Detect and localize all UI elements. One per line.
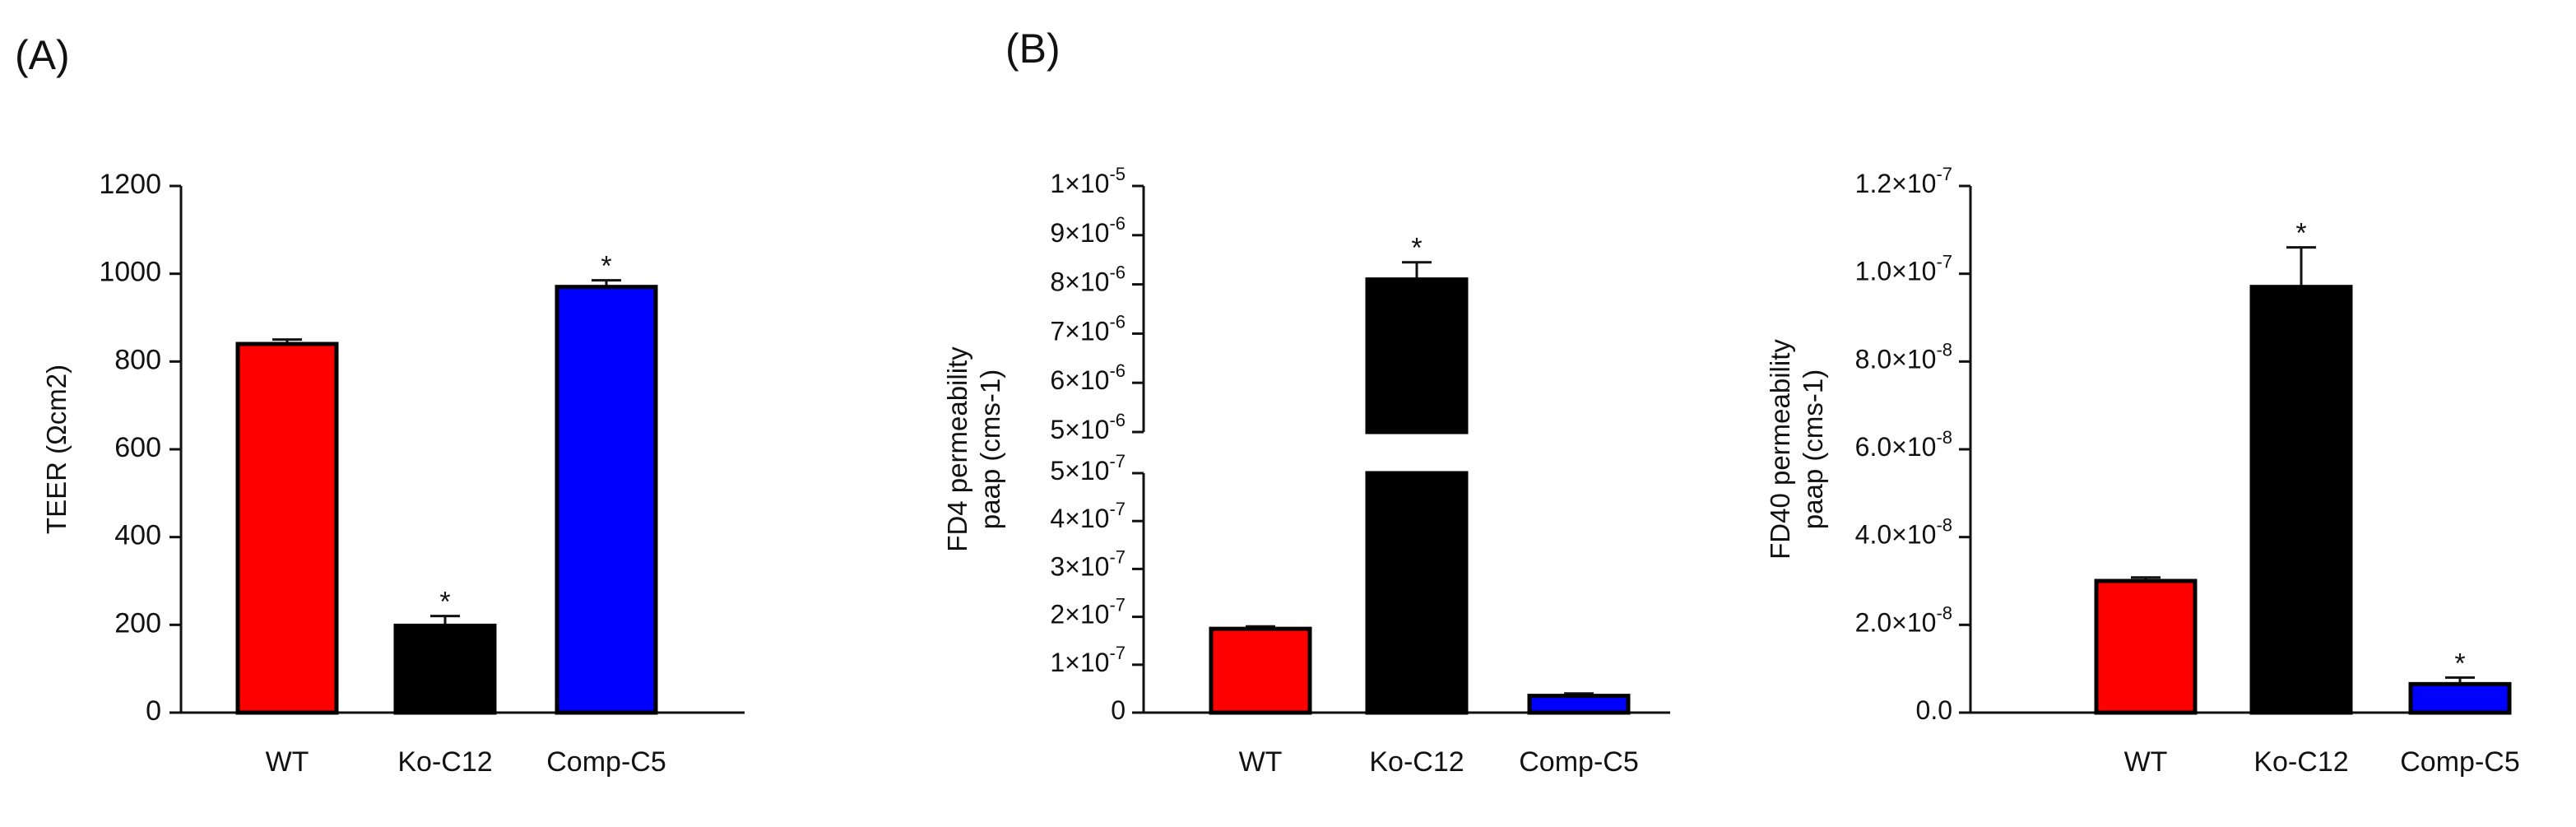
fd4-ytick-label: 5×10-6 [1050,410,1126,444]
fd40-chart: 0.0 2.0×10-8 4.0×10-8 6.0×10-8 8.0×10-8 1.0×1… [1765,164,2520,778]
panel-b-label: (B) [1005,26,1061,72]
fd4-bar-wt [1209,626,1312,715]
fd40-xlabel-ko-c12: Ko-C12 [2253,746,2348,778]
teer-xlabel-wt: WT [266,746,309,778]
fd40-ytick-label: 1.0×10-7 [1855,252,1952,286]
fd4-sig-ko-c12: * [1411,233,1422,264]
fd40-ytick-label: 6.0×10-8 [1855,427,1952,462]
fd40-bar-comp-c5 [2408,681,2512,715]
teer-xlabel-comp-c5: Comp-C5 [546,746,666,778]
fd40-ytick-label: 8.0×10-8 [1855,340,1952,374]
teer-ytick-label: 1000 [99,257,161,288]
fd40-ylabel: FD40 permeabilitypaap (cms-1) [1765,339,1828,560]
fd4-ytick-label: 1×10-7 [1050,643,1126,677]
fd40-xlabel-comp-c5: Comp-C5 [2400,746,2519,778]
teer-bar-wt [235,341,339,715]
fd4-ytick-label: 1×10-5 [1050,164,1126,198]
teer-ytick-label: 800 [114,344,161,375]
fd40-ytick-label: 2.0×10-8 [1855,603,1952,638]
teer-sig-ko-c12: * [439,587,450,618]
fd40-xlabel-wt: WT [2124,746,2168,778]
teer-ylabel: TEER (Ωcm2) [41,365,72,534]
teer-ytick-label: 400 [114,520,161,551]
fd4-ytick-label: 8×10-6 [1050,263,1126,297]
fd40-ytick-label: 0.0 [1916,695,1952,725]
fd40-sig-comp-c5: * [2454,648,2465,679]
fd40-sig-ko-c12: * [2295,218,2306,249]
fd4-ytick-label: 4×10-7 [1050,499,1126,534]
teer-ytick-label: 600 [114,432,161,463]
teer-bar-comp-c5 [555,285,658,715]
teer-sig-comp-c5: * [601,251,611,282]
teer-xlabel-ko-c12: Ko-C12 [397,746,492,778]
fd40-ytick-label: 4.0×10-8 [1855,515,1952,550]
panel-a-label: (A) [15,32,70,78]
fd4-xlabel-comp-c5: Comp-C5 [1519,746,1638,778]
fd4-ytick-label: 5×10-7 [1050,451,1126,486]
fd40-bar-ko-c12 [2249,285,2353,715]
fd40-ytick-label: 1.2×10-7 [1855,164,1952,198]
fd4-bar-ko-c12-upper [1365,277,1469,434]
teer-chart: 0 200 400 600 800 1000 1200 TEER (Ωcm2) WT * Ko-C1… [41,169,745,778]
teer-ytick-label: 200 [114,607,161,639]
fd4-xlabel-wt: WT [1239,746,1283,778]
fd4-ytick-label: 6×10-6 [1050,361,1126,396]
fd4-xlabel-ko-c12: Ko-C12 [1369,746,1464,778]
fd40-bar-wt [2094,578,2198,715]
fd4-ytick-label: 9×10-6 [1050,213,1126,248]
teer-ytick-label: 1200 [99,169,161,200]
fd4-ytick-label: 0 [1111,695,1126,725]
fd4-bar-ko-c12-lower [1365,471,1469,715]
fd4-ytick-label: 3×10-7 [1050,547,1126,582]
teer-bar-ko-c12 [393,623,497,715]
fd4-ytick-label: 7×10-6 [1050,312,1126,346]
fd4-bar-comp-c5 [1527,694,1631,715]
teer-ytick-label: 0 [146,695,161,727]
fd4-ytick-label: 2×10-7 [1050,595,1126,630]
fd4-ylabel: FD4 permeabilitypaap (cms-1) [942,346,1005,552]
fd4-chart: 0 1×10-7 2×10-7 3×10-7 4×10-7 5×10-7 5×10-6 6×1… [942,164,1670,778]
